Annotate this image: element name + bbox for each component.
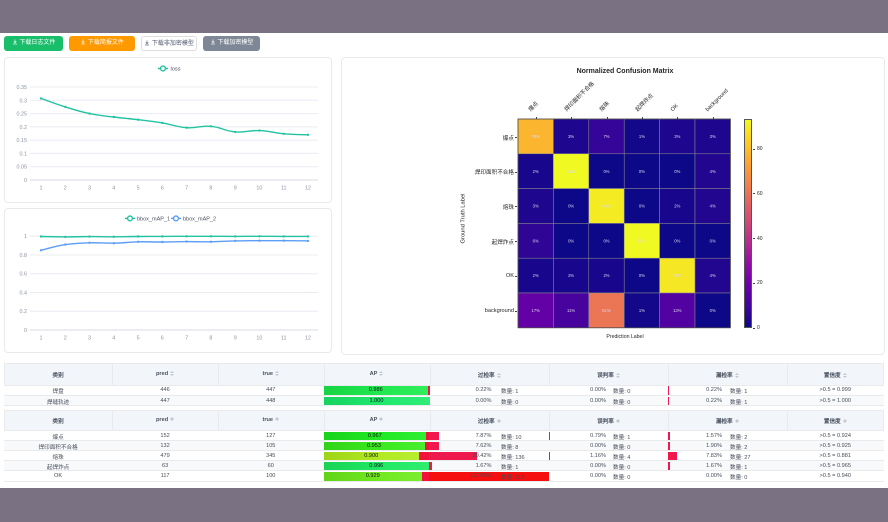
svg-text:3%: 3% xyxy=(568,134,574,139)
svg-text:2%: 2% xyxy=(674,204,680,209)
svg-text:10: 10 xyxy=(256,186,262,192)
svg-text:93%: 93% xyxy=(567,169,576,174)
svg-text:10: 10 xyxy=(256,336,262,342)
svg-text:0.1: 0.1 xyxy=(20,151,28,157)
svg-text:0%: 0% xyxy=(639,273,645,278)
svg-text:2%: 2% xyxy=(603,273,609,278)
svg-text:7: 7 xyxy=(185,186,188,192)
svg-text:61%: 61% xyxy=(602,308,611,313)
svg-text:4%: 4% xyxy=(710,273,716,278)
svg-text:2%: 2% xyxy=(568,273,574,278)
svg-text:0%: 0% xyxy=(674,169,680,174)
svg-text:3%: 3% xyxy=(710,134,716,139)
svg-text:1: 1 xyxy=(40,186,43,192)
svg-text:0%: 0% xyxy=(710,308,716,313)
svg-text:11%: 11% xyxy=(567,308,575,313)
svg-text:9: 9 xyxy=(234,186,237,192)
svg-text:5: 5 xyxy=(137,336,140,342)
svg-text:2: 2 xyxy=(64,186,67,192)
svg-text:0: 0 xyxy=(24,328,27,334)
svg-text:0.8: 0.8 xyxy=(20,253,28,259)
svg-text:0%: 0% xyxy=(639,204,645,209)
svg-text:12: 12 xyxy=(305,336,311,342)
svg-text:7: 7 xyxy=(185,336,188,342)
svg-text:0.2: 0.2 xyxy=(20,125,28,131)
svg-text:2: 2 xyxy=(64,336,67,342)
svg-text:5: 5 xyxy=(137,186,140,192)
svg-text:0.15: 0.15 xyxy=(17,138,28,144)
svg-text:0.35: 0.35 xyxy=(17,85,28,91)
svg-text:0.3: 0.3 xyxy=(20,98,28,104)
svg-text:6: 6 xyxy=(161,186,164,192)
svg-text:8: 8 xyxy=(209,186,212,192)
svg-text:0%: 0% xyxy=(603,169,609,174)
svg-text:4: 4 xyxy=(112,336,115,342)
svg-text:0%: 0% xyxy=(603,238,609,243)
svg-text:bbox_mAP_1: bbox_mAP_1 xyxy=(137,217,170,223)
svg-text:0.4: 0.4 xyxy=(20,291,28,297)
svg-text:bbox_mAP_2: bbox_mAP_2 xyxy=(183,217,216,223)
svg-text:11: 11 xyxy=(281,336,287,342)
svg-text:0%: 0% xyxy=(568,238,574,243)
svg-text:0.2: 0.2 xyxy=(20,309,28,315)
svg-text:12: 12 xyxy=(305,186,311,192)
svg-text:93%: 93% xyxy=(638,238,647,243)
svg-text:6%: 6% xyxy=(533,238,539,243)
svg-text:8: 8 xyxy=(209,336,212,342)
svg-text:17%: 17% xyxy=(532,308,541,313)
svg-text:2%: 2% xyxy=(533,169,539,174)
svg-text:0%: 0% xyxy=(568,204,574,209)
svg-text:6: 6 xyxy=(161,336,164,342)
svg-text:0: 0 xyxy=(24,178,27,184)
svg-text:3: 3 xyxy=(88,186,91,192)
svg-text:3%: 3% xyxy=(674,134,680,139)
svg-text:1%: 1% xyxy=(639,134,645,139)
svg-text:9: 9 xyxy=(234,336,237,342)
svg-text:4%: 4% xyxy=(710,169,716,174)
svg-text:11: 11 xyxy=(281,186,287,192)
svg-text:90%: 90% xyxy=(602,204,611,209)
svg-text:loss: loss xyxy=(171,67,181,73)
svg-text:0.25: 0.25 xyxy=(17,112,28,118)
svg-text:0%: 0% xyxy=(639,169,645,174)
svg-text:3: 3 xyxy=(88,336,91,342)
svg-text:0.6: 0.6 xyxy=(20,272,28,278)
svg-text:7%: 7% xyxy=(603,134,609,139)
svg-text:0.05: 0.05 xyxy=(17,165,28,171)
svg-text:4%: 4% xyxy=(710,204,716,209)
svg-text:1%: 1% xyxy=(639,308,645,313)
svg-text:78%: 78% xyxy=(532,134,541,139)
svg-text:0%: 0% xyxy=(710,238,716,243)
svg-text:3%: 3% xyxy=(533,204,539,209)
svg-text:89%: 89% xyxy=(673,273,682,278)
svg-text:0%: 0% xyxy=(674,238,680,243)
svg-text:4: 4 xyxy=(112,186,115,192)
svg-text:2%: 2% xyxy=(533,273,539,278)
svg-text:13%: 13% xyxy=(673,308,682,313)
svg-text:1: 1 xyxy=(40,336,43,342)
svg-text:1: 1 xyxy=(24,234,27,240)
